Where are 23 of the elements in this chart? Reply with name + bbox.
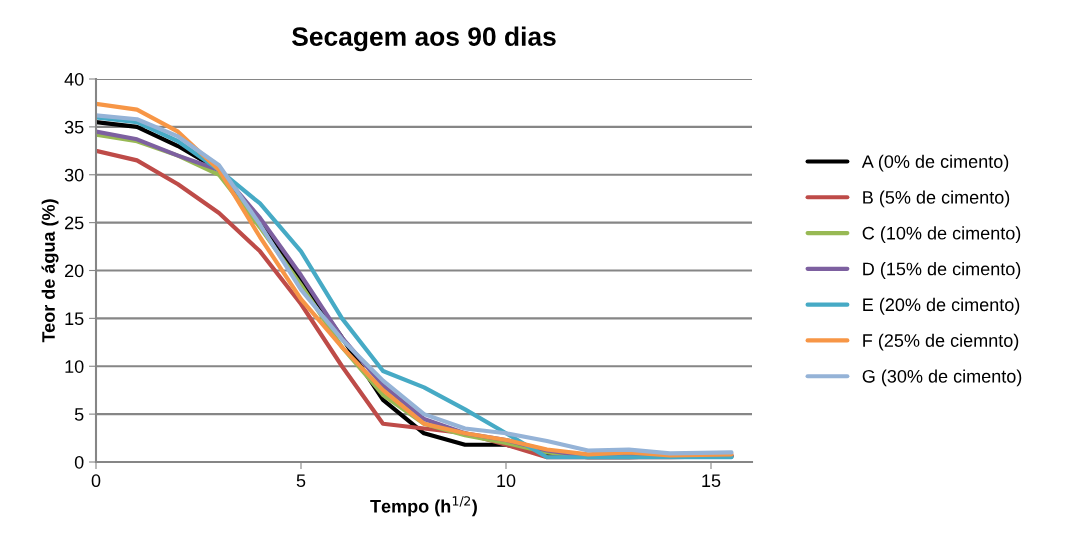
- y-tick-label: 25: [65, 216, 84, 230]
- y-tick-label: 30: [64, 168, 84, 182]
- x-tick-label: 5: [296, 474, 306, 488]
- y-tick-label: 15: [65, 312, 84, 326]
- x-tick-label: 0: [91, 474, 101, 488]
- y-tick-label: 35: [64, 120, 84, 134]
- legend-label: C (10% de cimento): [862, 226, 1021, 244]
- legend-label: D (15% de cimento): [863, 262, 1021, 279]
- legend-label: E (20% de cimento): [863, 297, 1020, 315]
- legend-label: A (0% de cimento): [861, 154, 1009, 172]
- x-tick-label: 15: [702, 474, 721, 488]
- y-tick-label: 40: [64, 72, 84, 86]
- y-tick-label: 5: [74, 408, 84, 421]
- y-axis-title: Teor de água (%): [41, 199, 59, 343]
- legend-label: G (30% de cimento): [862, 369, 1022, 387]
- y-tick-label: 10: [65, 360, 84, 373]
- y-tick-label: 0: [74, 455, 84, 469]
- x-tick-label: 10: [497, 474, 516, 488]
- legend-label: F (25% de ciemnto): [863, 333, 1019, 351]
- y-tick-label: 20: [65, 264, 84, 278]
- x-axis-title: Tempo (h$^{1/2}$): [370, 496, 477, 517]
- chart-title: Secagem aos 90 dias: [292, 26, 556, 52]
- legend-label: B (5% de cimento): [863, 190, 1010, 208]
